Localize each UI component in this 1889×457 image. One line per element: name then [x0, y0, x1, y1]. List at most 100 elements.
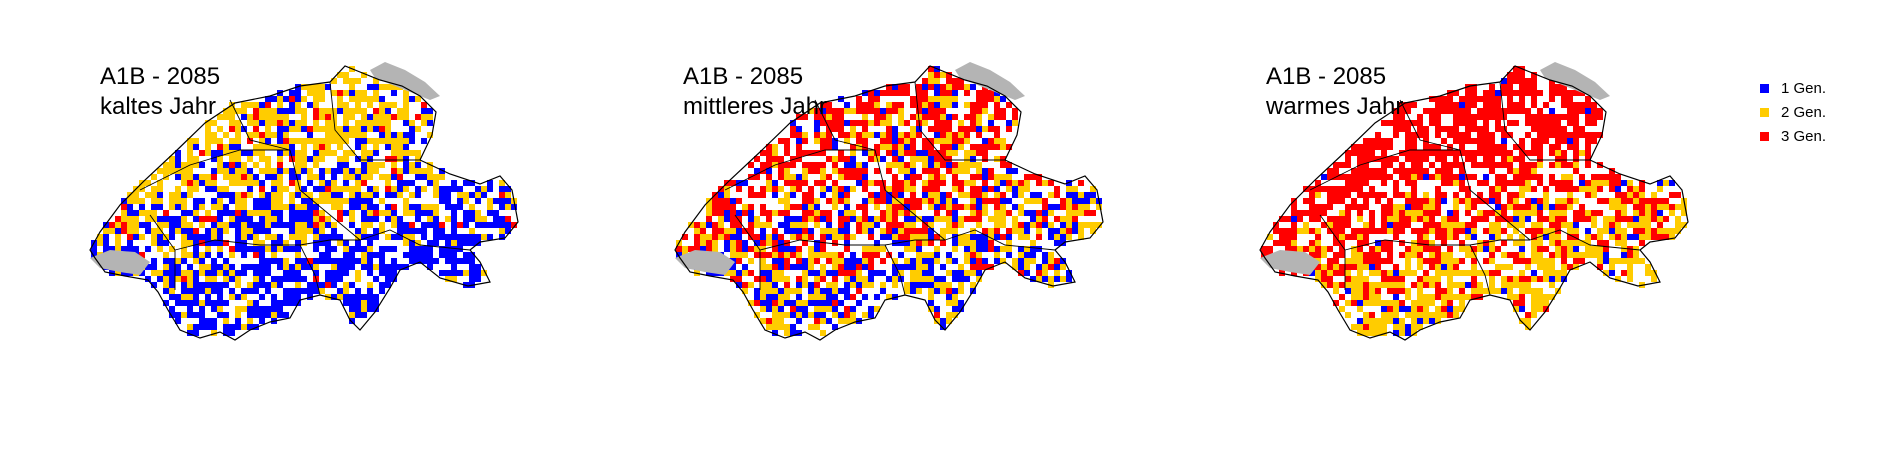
raster-cell [1303, 198, 1309, 204]
raster-cell [205, 120, 211, 126]
raster-cell [181, 222, 187, 228]
raster-cell [241, 150, 247, 156]
raster-cell [982, 96, 988, 102]
raster-cell [934, 318, 940, 324]
raster-cell [253, 132, 259, 138]
raster-cell [736, 228, 742, 234]
raster-cell [1357, 174, 1363, 180]
raster-cell [313, 216, 319, 222]
raster-cell [265, 306, 271, 312]
raster-cell [175, 186, 181, 192]
raster-cell [367, 216, 373, 222]
raster-cell [1369, 282, 1375, 288]
raster-cell [964, 192, 970, 198]
raster-cell [397, 138, 403, 144]
raster-cell [1621, 192, 1627, 198]
raster-cell [958, 282, 964, 288]
raster-cell [169, 192, 175, 198]
raster-cell [337, 138, 343, 144]
raster-cell [742, 180, 748, 186]
raster-cell [910, 264, 916, 270]
raster-cell [373, 300, 379, 306]
raster-cell [778, 252, 784, 258]
raster-cell [874, 120, 880, 126]
raster-cell [223, 204, 229, 210]
raster-cell [1477, 180, 1483, 186]
raster-cell [994, 234, 1000, 240]
raster-cell [934, 156, 940, 162]
raster-cell [295, 186, 301, 192]
canton-border [329, 81, 420, 161]
raster-cell [163, 210, 169, 216]
raster-cell [199, 174, 205, 180]
raster-cell [1519, 78, 1525, 84]
raster-cell [922, 270, 928, 276]
raster-cell [1357, 180, 1363, 186]
raster-cell [1369, 156, 1375, 162]
raster-cell [946, 222, 952, 228]
raster-cell [922, 108, 928, 114]
raster-cell [1507, 276, 1513, 282]
raster-cell [493, 210, 499, 216]
raster-cell [1561, 276, 1567, 282]
raster-cell [1519, 72, 1525, 78]
raster-cell [766, 318, 772, 324]
raster-cell [910, 192, 916, 198]
raster-cell [1345, 156, 1351, 162]
raster-cell [1567, 114, 1573, 120]
raster-cell [1483, 132, 1489, 138]
raster-cell [898, 228, 904, 234]
raster-cell [1477, 132, 1483, 138]
raster-cell [916, 96, 922, 102]
raster-cell [271, 108, 277, 114]
raster-cell [928, 180, 934, 186]
raster-cell [1387, 198, 1393, 204]
raster-cell [1411, 306, 1417, 312]
raster-cell [820, 300, 826, 306]
raster-cell [385, 156, 391, 162]
raster-cell [1453, 90, 1459, 96]
raster-cell [1561, 90, 1567, 96]
raster-cell [277, 120, 283, 126]
raster-cell [241, 216, 247, 222]
raster-cell [970, 270, 976, 276]
raster-cell [331, 270, 337, 276]
raster-cell [1036, 174, 1042, 180]
raster-cell [373, 234, 379, 240]
raster-cell [1483, 102, 1489, 108]
raster-cell [409, 180, 415, 186]
raster-cell [475, 210, 481, 216]
raster-cell [1561, 96, 1567, 102]
raster-cell [385, 138, 391, 144]
raster-cell [868, 120, 874, 126]
raster-cell [856, 102, 862, 108]
raster-cell [199, 216, 205, 222]
raster-cell [1519, 288, 1525, 294]
raster-cell [916, 198, 922, 204]
raster-cell [211, 324, 217, 330]
raster-cell [349, 186, 355, 192]
raster-cell [1393, 312, 1399, 318]
raster-cell [391, 168, 397, 174]
raster-cell [1078, 222, 1084, 228]
raster-cell [463, 198, 469, 204]
raster-cell [1345, 270, 1351, 276]
raster-cell [1621, 210, 1627, 216]
raster-cell [421, 204, 427, 210]
raster-cell [916, 282, 922, 288]
raster-cell [1006, 174, 1012, 180]
raster-cell [1567, 192, 1573, 198]
raster-cell [229, 198, 235, 204]
raster-cell [772, 150, 778, 156]
raster-cell [331, 138, 337, 144]
raster-cell [1297, 246, 1303, 252]
raster-cell [211, 150, 217, 156]
raster-cell [946, 168, 952, 174]
raster-cell [1351, 204, 1357, 210]
raster-cell [826, 132, 832, 138]
raster-cell [217, 198, 223, 204]
raster-cell [361, 210, 367, 216]
raster-cell [247, 192, 253, 198]
raster-cell [1579, 126, 1585, 132]
raster-cell [1006, 210, 1012, 216]
